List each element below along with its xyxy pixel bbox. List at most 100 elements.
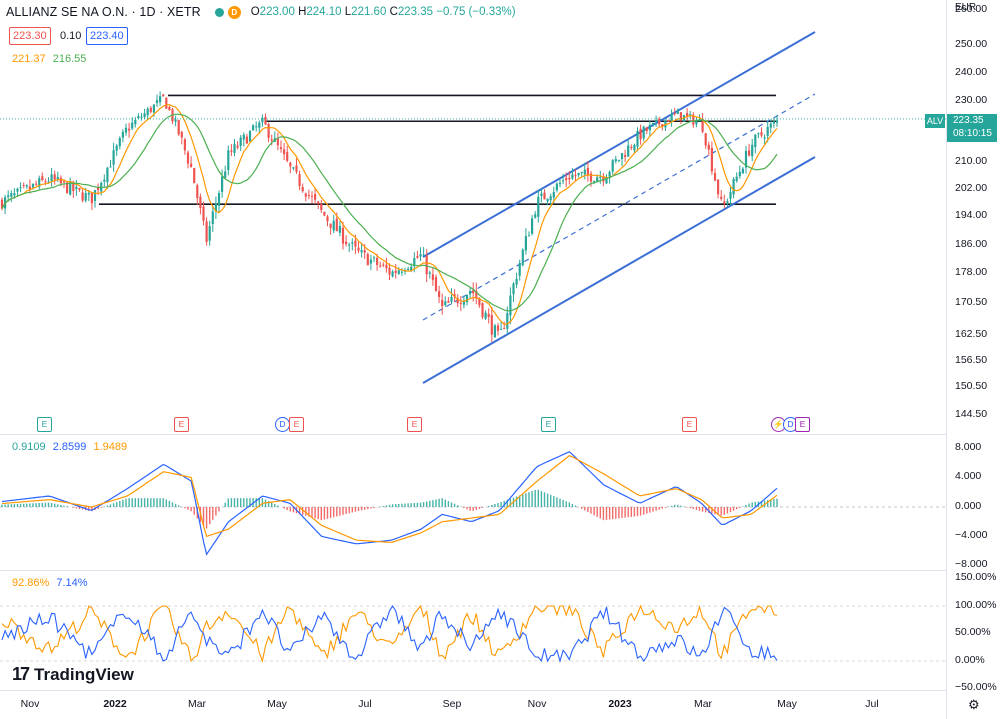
candle-body xyxy=(152,104,155,113)
candle-body xyxy=(633,144,636,151)
candle-body xyxy=(478,297,481,306)
macd-tick-label: 4.000 xyxy=(955,470,982,482)
stoch-tick-label: 100.00% xyxy=(955,599,997,611)
candle-body xyxy=(230,150,233,152)
panel-separator[interactable] xyxy=(0,434,946,435)
stoch-legend[interactable]: 92.86% 7.14% xyxy=(12,577,88,589)
tradingview-logo[interactable]: 17 TradingView xyxy=(12,664,134,685)
candle-body xyxy=(537,196,540,217)
candle-body xyxy=(735,176,738,181)
candle-body xyxy=(270,139,273,141)
candle-body xyxy=(534,214,537,218)
candle-body xyxy=(512,283,515,295)
candle-body xyxy=(434,277,438,292)
price-tick-label: 194.00 xyxy=(955,209,988,221)
candle-body xyxy=(93,190,97,201)
candle-body xyxy=(84,193,87,201)
candle-body xyxy=(580,171,583,173)
candle-body xyxy=(13,193,16,196)
candle-body xyxy=(69,182,72,195)
candle-body xyxy=(664,120,667,128)
candle-body xyxy=(25,185,28,187)
candle-body xyxy=(118,138,121,147)
ma-legend[interactable]: 221.37 216.55 xyxy=(12,53,86,65)
candle-body xyxy=(255,126,258,128)
candle-body xyxy=(549,196,552,201)
channel-mid-line xyxy=(422,93,816,321)
candle-body xyxy=(565,177,568,181)
candle-body xyxy=(506,313,509,329)
candle-body xyxy=(307,195,310,197)
event-marker[interactable]: E xyxy=(407,417,422,432)
candle-body xyxy=(459,302,462,304)
price-chart[interactable] xyxy=(0,0,946,719)
event-marker[interactable]: E xyxy=(541,417,556,432)
candle-body xyxy=(555,183,558,191)
price-tick-label: 178.00 xyxy=(955,266,988,278)
stoch-tick-label: 50.00% xyxy=(955,626,991,638)
panel-separator[interactable] xyxy=(0,570,946,571)
candle-body xyxy=(53,174,56,180)
event-marker[interactable]: E xyxy=(37,417,52,432)
candle-body xyxy=(183,139,186,151)
event-marker[interactable]: D xyxy=(275,417,290,432)
delayed-badge[interactable]: D xyxy=(227,5,241,19)
macd-tick-label: 0.000 xyxy=(955,500,982,512)
candle-body xyxy=(372,257,376,259)
candle-body xyxy=(692,114,695,125)
macd-signal-line xyxy=(1,455,778,543)
candle-body xyxy=(679,112,682,121)
candle-body xyxy=(261,117,264,123)
candle-body xyxy=(425,255,428,275)
candle-body xyxy=(369,259,372,264)
candle-body xyxy=(211,211,214,224)
candle-body xyxy=(388,267,391,275)
candle-body xyxy=(109,166,112,168)
legend-header[interactable]: ALLIANZ SE NA O.N. · 1D · XETR D O223.00… xyxy=(6,5,516,19)
candle-body xyxy=(717,179,720,195)
candle-body xyxy=(168,106,171,111)
candle-body xyxy=(403,270,407,272)
candle-body xyxy=(710,147,713,172)
candle-body xyxy=(276,138,279,146)
ask-button[interactable]: 223.40 xyxy=(86,27,128,45)
event-marker[interactable]: E xyxy=(174,417,189,432)
candle-body xyxy=(760,132,763,136)
candle-body xyxy=(673,113,676,115)
event-marker[interactable]: E xyxy=(682,417,697,432)
candle-body xyxy=(521,249,524,266)
candle-body xyxy=(146,108,149,116)
candle-body xyxy=(450,296,453,302)
event-marker[interactable]: E xyxy=(289,417,304,432)
candle-body xyxy=(766,126,769,136)
candle-body xyxy=(707,144,710,150)
candle-body xyxy=(106,167,109,183)
candle-body xyxy=(627,145,630,157)
candle-body xyxy=(332,220,335,231)
candle-body xyxy=(97,187,100,191)
bid-button[interactable]: 223.30 xyxy=(9,27,51,45)
symbol-title[interactable]: ALLIANZ SE NA O.N. · 1D · XETR xyxy=(6,5,201,19)
candle-body xyxy=(695,120,698,125)
macd-tick-label: 8.000 xyxy=(955,441,982,453)
candle-body xyxy=(527,235,531,237)
currency-label[interactable]: EUR xyxy=(955,2,977,13)
macd-legend[interactable]: 0.9109 2.8599 1.9489 xyxy=(12,441,127,453)
event-marker[interactable]: E xyxy=(795,417,810,432)
candle-body xyxy=(720,196,723,199)
macd-line xyxy=(1,451,778,556)
candle-body xyxy=(568,177,571,180)
candle-body xyxy=(366,253,369,266)
price-tick-label: 240.00 xyxy=(955,66,988,78)
ohlc-values: O223.00 H224.10 L221.60 C223.35 −0.75 (−… xyxy=(250,6,516,18)
candle-body xyxy=(208,226,211,241)
settings-gear-icon[interactable]: ⚙ xyxy=(968,697,980,712)
candle-body xyxy=(131,122,134,129)
candle-body xyxy=(16,188,19,192)
ma1-value: 221.37 xyxy=(12,53,46,65)
time-tick-label: May xyxy=(267,698,287,710)
candle-body xyxy=(397,270,400,274)
ma-fast-line xyxy=(1,103,778,325)
time-tick-label: Jul xyxy=(865,698,879,710)
